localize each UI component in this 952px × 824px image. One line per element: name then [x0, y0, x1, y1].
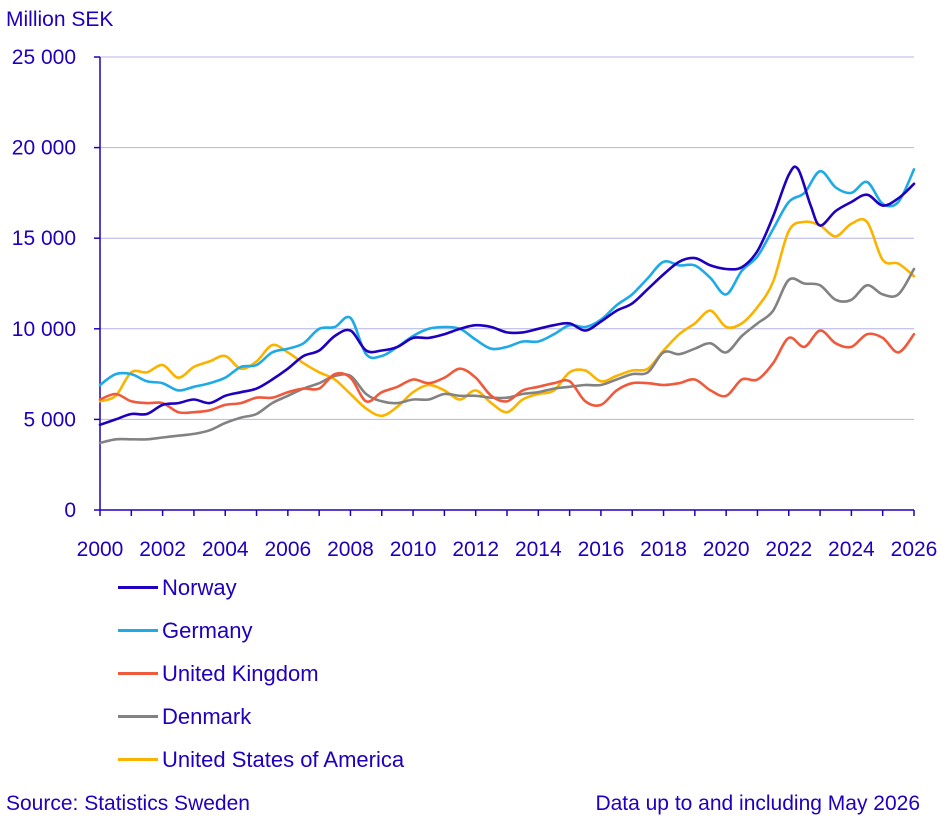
series-line-united-states-of-america — [98, 217, 916, 418]
axes — [99, 57, 914, 511]
legend-item-norway: Norway — [118, 566, 404, 609]
x-tick-label: 2026 — [891, 538, 938, 561]
series-line-germany — [98, 168, 916, 392]
x-tick-label: 2004 — [202, 538, 249, 561]
x-axis-ticks: 2000 2002 2004 2006 2008 2010 2012 2014 2016 2018… — [77, 510, 938, 561]
legend-item-united-kingdom: United Kingdom — [118, 652, 404, 695]
series-line-norway — [98, 165, 916, 427]
legend-swatch — [118, 586, 158, 589]
x-tick-label: 2008 — [327, 538, 374, 561]
legend-label: Denmark — [162, 703, 252, 729]
legend-label: United Kingdom — [162, 660, 319, 686]
x-tick-label: 2006 — [264, 538, 311, 561]
legend: Norway Germany United Kingdom Denmark Un… — [118, 566, 404, 781]
legend-label: Germany — [162, 617, 253, 643]
x-tick-label: 2024 — [828, 538, 875, 561]
legend-label: United States of America — [162, 746, 405, 772]
legend-swatch — [118, 672, 158, 675]
y-tick-label: 0 — [64, 499, 76, 522]
y-axis-unit-label: Million SEK — [6, 8, 114, 31]
series-lines — [98, 165, 916, 445]
y-tick-label: 5 000 — [23, 408, 76, 431]
y-tick-label: 20 000 — [12, 137, 76, 160]
legend-item-germany: Germany — [118, 609, 404, 652]
x-tick-label: 2016 — [578, 538, 625, 561]
x-tick-label: 2012 — [452, 538, 499, 561]
x-tick-label: 2002 — [139, 538, 186, 561]
y-axis-ticks: 0 5 000 10 000 15 000 20 000 25 000 — [12, 46, 100, 522]
x-tick-label: 2014 — [515, 538, 562, 561]
y-tick-label: 15 000 — [12, 227, 76, 250]
x-tick-label: 2022 — [765, 538, 812, 561]
legend-swatch — [118, 715, 158, 718]
x-tick-label: 2018 — [640, 538, 687, 561]
x-tick-label: 2000 — [77, 538, 124, 561]
y-tick-label: 10 000 — [12, 318, 76, 341]
y-tick-label: 25 000 — [12, 46, 76, 69]
data-coverage-note: Data up to and including May 2026 — [595, 792, 920, 815]
source-note: Source: Statistics Sweden — [6, 792, 250, 815]
legend-swatch — [118, 629, 158, 632]
gridlines — [100, 56, 914, 420]
legend-item-united-states: United States of America — [118, 738, 404, 781]
legend-swatch — [118, 758, 158, 761]
x-tick-label: 2010 — [390, 538, 437, 561]
legend-item-denmark: Denmark — [118, 695, 404, 738]
legend-label: Norway — [162, 574, 237, 600]
series-line-denmark — [98, 267, 916, 445]
x-tick-label: 2020 — [703, 538, 750, 561]
series-line-united-kingdom — [98, 329, 916, 415]
